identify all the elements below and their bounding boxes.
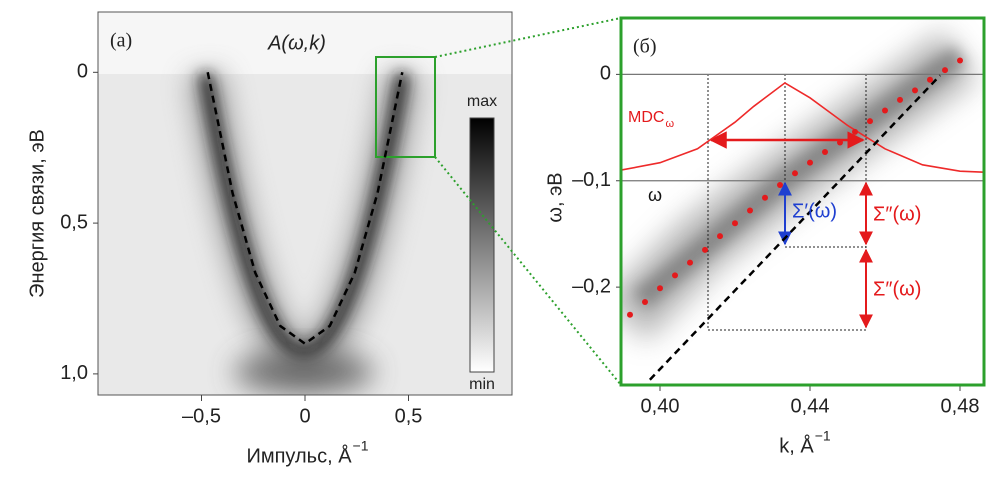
x-axis-label: k, Å [779, 434, 814, 457]
data-point [837, 139, 843, 146]
data-point [687, 259, 693, 266]
data-point [717, 233, 723, 240]
plot-area [595, 57, 984, 381]
panel-label: (б) [633, 36, 657, 58]
colorbar-label: max [467, 93, 497, 110]
x-tick-label: –0,5 [182, 405, 221, 427]
x-tick-label: 0 [299, 405, 310, 427]
y-axis-label: Энергия связи, эВ [26, 129, 48, 298]
data-line [621, 81, 984, 173]
annotation-lines [707, 74, 873, 331]
y-axis-label: ω, эВ [544, 172, 566, 222]
data-point [605, 314, 611, 320]
data-point [702, 246, 708, 253]
data-point [672, 272, 678, 279]
mdc-label-sub: ω [665, 118, 674, 130]
colorbar [469, 117, 495, 373]
mdc-label: MDC [628, 109, 664, 126]
annotation: ω [648, 185, 662, 205]
x-tick-label: 0,5 [395, 405, 423, 427]
y-tick-label: –0,2 [572, 275, 611, 297]
data-point [912, 87, 918, 94]
zoom-line [434, 17, 622, 58]
zoom-line [434, 156, 622, 386]
data-point [942, 67, 948, 74]
y-tick-label: 1,0 [60, 362, 88, 384]
data-point [762, 194, 768, 201]
colorbar-label: min [469, 376, 495, 393]
zoom-frame [619, 16, 986, 387]
data-point [927, 76, 933, 83]
x-tick-label: 0,40 [641, 395, 680, 417]
y-tick-label: 0 [600, 63, 611, 85]
x-tick-label: 0,48 [941, 395, 980, 417]
panel-label: (a) [110, 30, 132, 52]
data-point [867, 118, 873, 125]
data-point [822, 149, 828, 156]
data-point [897, 96, 903, 103]
data-point [777, 182, 783, 189]
x-axis-label-exponent: −1 [353, 438, 369, 454]
data-point [642, 299, 648, 306]
annotation: Σ″(ω) [873, 278, 921, 300]
data-line [648, 74, 942, 381]
data-point [732, 220, 738, 227]
annotation: Σ″(ω) [873, 203, 921, 225]
data-point [595, 319, 601, 325]
y-tick-label: –0,1 [572, 169, 611, 191]
chart-title: A(ω,k) [267, 32, 326, 54]
x-axis-label: Импульс, Å [246, 444, 352, 467]
data-point [882, 107, 888, 114]
intensity-map [98, 12, 512, 395]
intensity-map [621, 18, 984, 385]
data-point [852, 128, 858, 135]
zoom-box [375, 56, 436, 158]
annotation: Σ′(ω) [792, 200, 837, 222]
data-point [792, 170, 798, 177]
data-point [627, 311, 633, 318]
data-point [747, 207, 753, 214]
data-point [807, 159, 813, 166]
x-tick-label: 0,44 [791, 395, 830, 417]
data-point [657, 285, 663, 292]
y-tick-label: 0 [77, 61, 88, 83]
x-axis-label-exponent: −1 [815, 428, 831, 444]
data-point [957, 57, 963, 64]
y-tick-label: 0,5 [60, 211, 88, 233]
